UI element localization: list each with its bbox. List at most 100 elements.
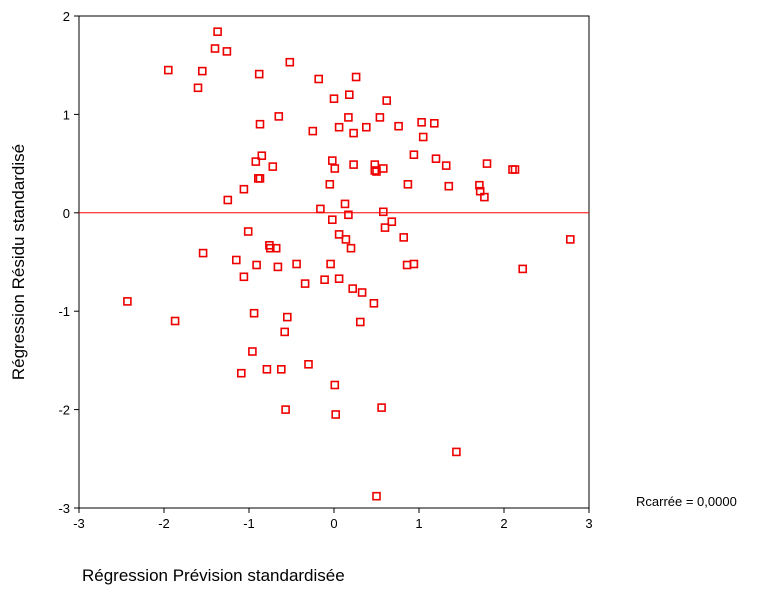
- scatter-point: [377, 403, 386, 412]
- scatter-point: [249, 308, 259, 318]
- scatter-point: [285, 57, 295, 67]
- scatter-point: [330, 164, 340, 173]
- scatter-point: [475, 180, 484, 190]
- scatter-point: [361, 122, 371, 132]
- scatter-point: [314, 74, 324, 84]
- scatter-point: [223, 195, 233, 205]
- scatter-point: [452, 447, 461, 457]
- x-tick-label: -2: [158, 516, 170, 531]
- scatter-point: [349, 128, 358, 138]
- scatter-point: [351, 72, 361, 82]
- scatter-point: [271, 243, 281, 253]
- y-tick-label: -1: [58, 304, 70, 319]
- scatter-point: [320, 275, 329, 285]
- scatter-point: [344, 210, 353, 220]
- scatter-point: [372, 167, 381, 176]
- scatter-point: [370, 166, 380, 175]
- scatter-point: [429, 119, 439, 128]
- scatter-point: [341, 235, 351, 244]
- x-tick-label: -1: [243, 516, 255, 531]
- scatter-point: [268, 162, 278, 171]
- scatter-point: [327, 215, 337, 224]
- scatter-point: [346, 243, 356, 253]
- scatter-point: [193, 83, 203, 93]
- scatter-point: [300, 279, 310, 288]
- scatter-point: [480, 192, 489, 202]
- scatter-point: [198, 66, 207, 76]
- y-tick-label: -3: [58, 501, 70, 516]
- scatter-point: [232, 255, 241, 265]
- scatter-point: [431, 154, 441, 163]
- scatter-point: [281, 405, 290, 414]
- scatter-point: [254, 69, 264, 79]
- scatter-point: [340, 199, 350, 209]
- scatter-point: [355, 317, 365, 327]
- scatter-point: [210, 44, 220, 53]
- y-tick-label: 2: [63, 9, 70, 24]
- scatter-point: [276, 364, 286, 374]
- scatter-point: [237, 368, 246, 378]
- scatter-point: [243, 227, 253, 236]
- scatter-point: [372, 491, 381, 501]
- scatter-point: [292, 259, 301, 269]
- scatter-point: [565, 235, 575, 244]
- scatter-point: [316, 204, 325, 214]
- scatter-point: [198, 248, 208, 258]
- scatter-point: [248, 347, 257, 356]
- scatter-point: [255, 174, 265, 183]
- scatter-point: [273, 262, 283, 272]
- scatter-point: [123, 297, 132, 306]
- x-tick-label: 2: [500, 516, 507, 531]
- scatter-point: [418, 132, 428, 142]
- scatter-point: [329, 94, 339, 103]
- scatter-point: [357, 288, 367, 297]
- x-tick-label: 3: [585, 516, 592, 531]
- scatter-point: [387, 217, 397, 226]
- scatter-point: [251, 157, 261, 166]
- scatter-point: [409, 150, 419, 159]
- scatter-point: [334, 230, 344, 239]
- scatter-point: [403, 180, 413, 189]
- y-axis-title: Régression Résidu standardisé: [9, 144, 28, 380]
- scatter-point: [325, 180, 335, 189]
- scatter-point: [482, 159, 492, 168]
- scatter-point: [375, 113, 385, 122]
- scatter-point: [282, 312, 292, 322]
- scatter-point: [330, 380, 340, 390]
- scatter-point: [331, 410, 341, 419]
- x-axis-title: Régression Prévision standardisée: [82, 566, 345, 585]
- scatter-point: [326, 259, 335, 269]
- x-tick-label: 1: [415, 516, 422, 531]
- scatter-point: [252, 260, 261, 270]
- scatter-point: [441, 161, 451, 170]
- scatter-point: [327, 156, 337, 165]
- scatter-point: [349, 160, 358, 169]
- y-tick-label: 1: [63, 107, 70, 122]
- scatter-point: [369, 298, 379, 308]
- y-tick-label: -2: [58, 403, 70, 418]
- scatter-point: [334, 274, 344, 284]
- scatter-point: [262, 364, 272, 374]
- scatter-point: [304, 359, 313, 369]
- x-tick-label: -3: [73, 516, 85, 531]
- scatter-point: [334, 122, 344, 132]
- scatter-point: [382, 96, 392, 105]
- scatter-point: [213, 27, 222, 37]
- scatter-point: [280, 327, 290, 337]
- scatter-point: [510, 165, 520, 174]
- scatter-point: [380, 223, 390, 232]
- scatter-point: [378, 207, 388, 217]
- scatter-point: [399, 233, 409, 242]
- scatter-point: [257, 151, 267, 160]
- scatter-point: [444, 181, 454, 191]
- y-tick-label: 0: [63, 206, 70, 221]
- scatter-point: [348, 284, 358, 293]
- scatter-point: [518, 264, 528, 274]
- scatter-point: [394, 121, 403, 131]
- scatter-point: [164, 65, 173, 75]
- scatter-point: [417, 118, 426, 127]
- scatter-point: [265, 243, 275, 253]
- x-tick-label: 0: [330, 516, 337, 531]
- scatter-point: [239, 184, 249, 194]
